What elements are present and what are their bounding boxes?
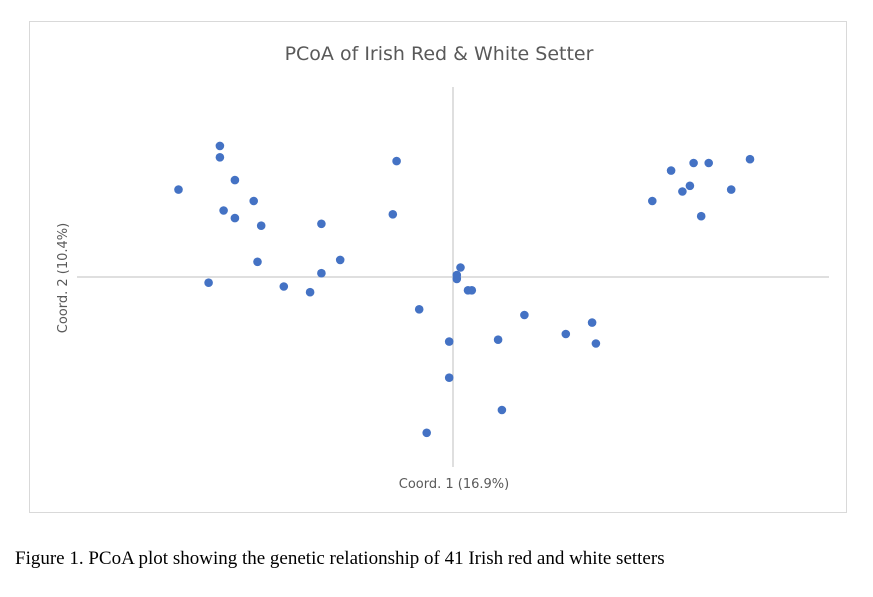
data-point [256,221,266,230]
data-point [452,274,462,284]
data-point [219,206,228,215]
data-point [685,181,695,191]
chart-area: PCoA of Irish Red & White Setter Coord. … [29,21,847,513]
data-point [317,268,326,278]
data-point [648,196,657,206]
data-point [305,287,315,297]
data-point [392,156,401,166]
data-point [422,428,432,438]
data-point [561,329,571,339]
data-point [253,257,262,267]
data-point [230,175,240,185]
data-point [493,335,503,345]
data-point [249,196,258,206]
y-axis-label: Coord. 2 (10.4%) [56,223,71,333]
data-point [678,187,687,196]
data-point [388,210,398,219]
data-point [587,318,597,327]
data-point [204,278,213,288]
data-point [520,310,529,320]
data-point [215,141,225,151]
data-point [704,158,713,168]
data-point [696,211,706,221]
data-point [497,405,507,415]
data-point [215,153,225,162]
data-point [666,166,676,175]
chart-title: PCoA of Irish Red & White Setter [285,43,594,65]
data-point [317,219,326,229]
data-point [230,213,240,223]
data-point [591,339,601,348]
data-point [689,158,698,168]
data-point [726,185,736,194]
data-point [745,154,755,164]
data-point [467,286,477,295]
figure-caption: Figure 1. PCoA plot showing the genetic … [15,548,665,569]
data-points [174,141,755,438]
data-point [444,373,454,383]
data-point [456,263,465,272]
data-point [174,185,183,194]
pcoa-scatter-plot: PCoA of Irish Red & White Setter Coord. … [56,43,829,492]
x-axis-label: Coord. 1 (16.9%) [399,477,509,492]
data-point [444,337,454,346]
data-point [279,282,289,291]
data-point [414,305,424,314]
data-point [335,255,345,265]
